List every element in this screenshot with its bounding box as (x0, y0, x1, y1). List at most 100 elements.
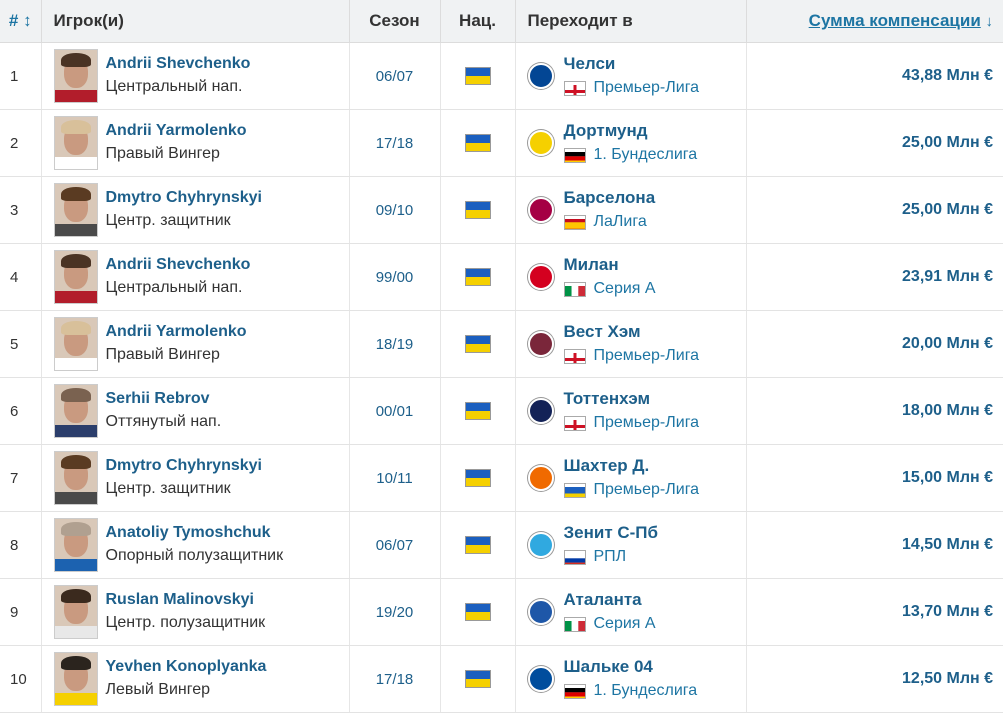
player-photo[interactable] (53, 585, 98, 639)
ukraine-flag-icon[interactable] (464, 669, 491, 688)
moves-to-cell: Тоттенхэм Премьер-Лига (515, 377, 747, 445)
player-cell: Andrii Yarmolenko Правый Вингер (41, 109, 350, 177)
league-name-link[interactable]: Серия А (593, 280, 656, 297)
fee-cell[interactable]: 25,00 Млн € (746, 176, 1003, 244)
moves-to-cell: Шальке 04 1. Бундеслига (515, 645, 747, 713)
rank-cell: 6 (0, 377, 42, 445)
club-name-link[interactable]: Дортмунд (563, 121, 648, 140)
club-name-link[interactable]: Шальке 04 (563, 657, 653, 676)
player-name-link[interactable]: Andrii Shevchenko (105, 256, 251, 273)
league-name-link[interactable]: Премьер-Лига (593, 481, 700, 498)
player-photo[interactable] (53, 384, 98, 438)
league-name-link[interactable]: Серия А (593, 615, 656, 632)
player-cell: Yevhen Konoplyanka Левый Вингер (41, 645, 350, 713)
league-name-link[interactable]: Премьер-Лига (593, 414, 700, 431)
nationality-cell (440, 109, 516, 177)
league-name-link[interactable]: 1. Бундеслига (593, 146, 698, 163)
ukraine-flag-icon[interactable] (464, 468, 491, 487)
league-country-flag-icon (563, 348, 586, 364)
fee-sort-link[interactable]: Сумма компенсации (808, 11, 981, 30)
club-crest-icon[interactable] (527, 398, 554, 424)
rank-cell: 5 (0, 310, 42, 378)
player-photo[interactable] (53, 317, 98, 371)
league-name-link[interactable]: Премьер-Лига (593, 79, 700, 96)
player-photo[interactable] (53, 518, 98, 572)
fee-column-header[interactable]: Сумма компенсации ↓ (746, 0, 1003, 43)
sort-down-arrow-icon[interactable]: ↓ (985, 13, 994, 30)
player-cell: Serhii Rebrov Оттянутый нап. (41, 377, 350, 445)
ukraine-flag-icon[interactable] (464, 401, 491, 420)
fee-cell[interactable]: 43,88 Млн € (746, 42, 1003, 110)
ukraine-flag-icon[interactable] (464, 334, 491, 353)
rank-column-header[interactable]: # ↕ (0, 0, 42, 43)
nationality-cell (440, 511, 516, 579)
player-photo[interactable] (53, 183, 98, 237)
fee-cell[interactable]: 23,91 Млн € (746, 243, 1003, 311)
club-name-link[interactable]: Зенит С-Пб (563, 523, 659, 542)
nationality-cell (440, 176, 516, 244)
fee-cell[interactable]: 14,50 Млн € (746, 511, 1003, 579)
ukraine-flag-icon[interactable] (464, 602, 491, 621)
league-name-link[interactable]: 1. Бундеслига (593, 682, 698, 699)
league-country-flag-icon (563, 616, 586, 632)
table-row: 4 Andrii Shevchenko Центральный нап. 99/… (0, 243, 1003, 311)
nationality-cell (440, 310, 516, 378)
player-cell: Andrii Yarmolenko Правый Вингер (41, 310, 350, 378)
player-name-link[interactable]: Dmytro Chyhrynskyi (105, 457, 263, 474)
player-photo[interactable] (53, 451, 98, 505)
club-crest-icon[interactable] (527, 130, 554, 156)
club-crest-icon[interactable] (527, 197, 554, 223)
season-cell: 06/07 (349, 42, 441, 110)
club-crest-icon[interactable] (527, 666, 554, 692)
fee-cell[interactable]: 20,00 Млн € (746, 310, 1003, 378)
club-crest-icon[interactable] (527, 532, 554, 558)
league-name-link[interactable]: РПЛ (593, 548, 627, 565)
nationality-cell (440, 444, 516, 512)
fee-cell[interactable]: 12,50 Млн € (746, 645, 1003, 713)
ukraine-flag-icon[interactable] (464, 66, 491, 85)
club-name-link[interactable]: Вест Хэм (563, 322, 641, 341)
season-header-label: Сезон (369, 11, 420, 30)
fee-cell[interactable]: 25,00 Млн € (746, 109, 1003, 177)
sort-updown-icon[interactable]: ↕ (23, 11, 32, 30)
rank-cell: 8 (0, 511, 42, 579)
player-name-link[interactable]: Anatoliy Tymoshchuk (105, 524, 271, 541)
player-photo[interactable] (53, 250, 98, 304)
club-name-link[interactable]: Милан (563, 255, 619, 274)
player-photo[interactable] (53, 49, 98, 103)
club-name-link[interactable]: Аталанта (563, 590, 642, 609)
table-row: 6 Serhii Rebrov Оттянутый нап. 00/01 (0, 377, 1003, 445)
player-name-link[interactable]: Andrii Yarmolenko (105, 323, 247, 340)
players-header-label: Игрок(и) (53, 11, 124, 30)
player-name-link[interactable]: Ruslan Malinovskyi (105, 591, 255, 608)
club-name-link[interactable]: Челси (563, 54, 616, 73)
ukraine-flag-icon[interactable] (464, 200, 491, 219)
club-crest-icon[interactable] (527, 599, 554, 625)
club-crest-icon[interactable] (527, 264, 554, 290)
ukraine-flag-icon[interactable] (464, 535, 491, 554)
player-name-link[interactable]: Andrii Yarmolenko (105, 122, 247, 139)
club-crest-icon[interactable] (527, 465, 554, 491)
club-name-link[interactable]: Шахтер Д. (563, 456, 650, 475)
player-photo[interactable] (53, 652, 98, 706)
fee-cell[interactable]: 13,70 Млн € (746, 578, 1003, 646)
player-name-link[interactable]: Yevhen Konoplyanka (105, 658, 267, 675)
league-country-flag-icon (563, 482, 586, 498)
player-photo[interactable] (53, 116, 98, 170)
club-name-link[interactable]: Тоттенхэм (563, 389, 651, 408)
ukraine-flag-icon[interactable] (464, 267, 491, 286)
player-name-link[interactable]: Andrii Shevchenko (105, 55, 251, 72)
fee-cell[interactable]: 18,00 Млн € (746, 377, 1003, 445)
club-name-link[interactable]: Барселона (563, 188, 656, 207)
rank-header-label: # (8, 11, 19, 30)
league-name-link[interactable]: ЛаЛига (593, 213, 647, 230)
fee-cell[interactable]: 15,00 Млн € (746, 444, 1003, 512)
ukraine-flag-icon[interactable] (464, 133, 491, 152)
club-crest-icon[interactable] (527, 63, 554, 89)
player-name-link[interactable]: Serhii Rebrov (105, 390, 210, 407)
league-name-link[interactable]: Премьер-Лига (593, 347, 700, 364)
club-crest-icon[interactable] (527, 331, 554, 357)
moves-to-cell: Барселона ЛаЛига (515, 176, 747, 244)
player-name-link[interactable]: Dmytro Chyhrynskyi (105, 189, 263, 206)
